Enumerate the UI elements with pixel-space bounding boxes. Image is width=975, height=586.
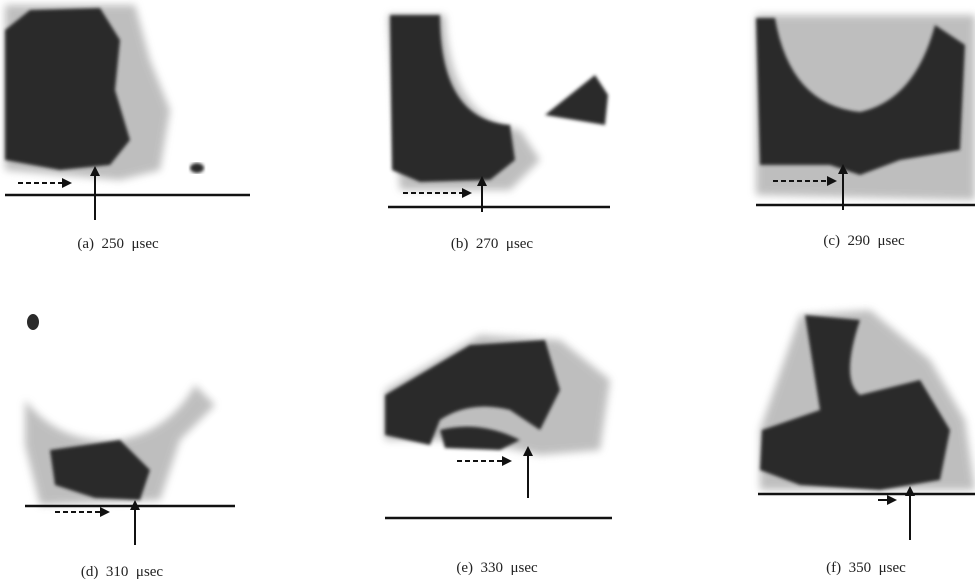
panel-f	[758, 310, 975, 540]
panel-e	[385, 335, 612, 518]
caption: (a) 250 μsec	[77, 236, 159, 252]
panel-c	[756, 15, 975, 210]
page: {"figure": {"panels": [ {"caption": "(a)…	[0, 0, 975, 586]
figure: (a) 250 μsec (b) 270 μsec (c) 290 μsec (…	[0, 0, 975, 586]
caption: (d) 310 μsec	[81, 564, 164, 580]
caption: (e) 330 μsec	[456, 560, 538, 576]
caption: (f) 350 μsec	[826, 560, 906, 576]
panel-d	[25, 314, 235, 545]
panel-a	[5, 5, 250, 220]
panel-b	[388, 15, 610, 212]
caption: (b) 270 μsec	[451, 236, 534, 252]
caption: (c) 290 μsec	[823, 233, 905, 249]
